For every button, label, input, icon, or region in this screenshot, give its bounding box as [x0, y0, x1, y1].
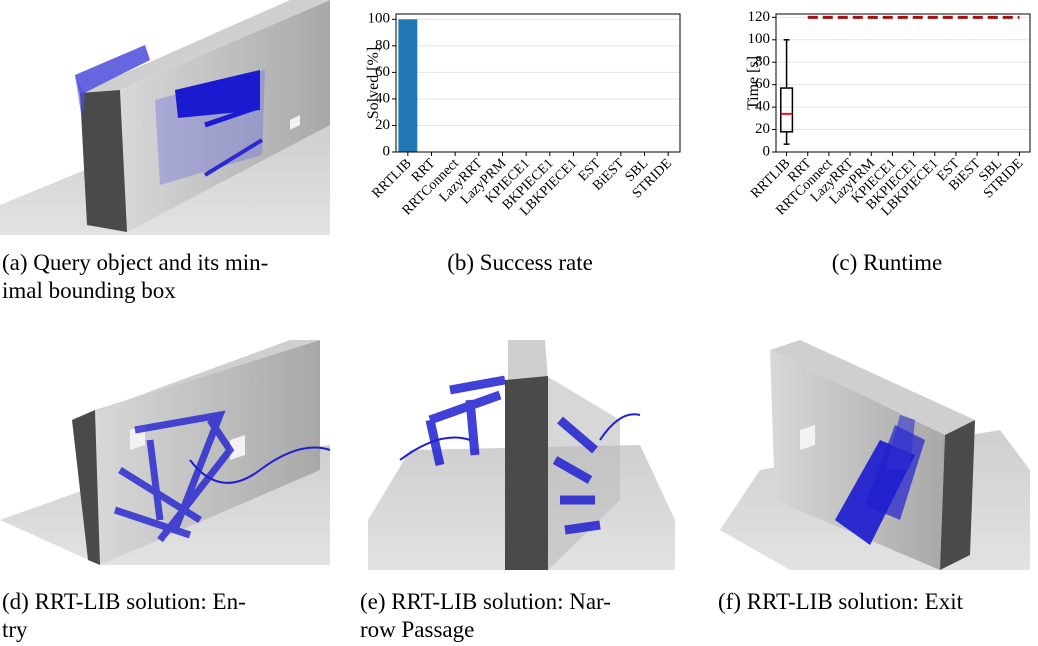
caption: imal bounding box [2, 278, 176, 303]
caption: row Passage [360, 617, 474, 642]
caption: (e) RRT-LIB solution: Nar- [360, 589, 611, 614]
render-f [720, 340, 1030, 570]
y-tick-label: 80 [755, 54, 770, 70]
y-tick-label: 40 [375, 90, 390, 106]
y-axis-label: Time [s] [745, 56, 762, 110]
plot-frame [775, 13, 1031, 153]
render-d [0, 340, 331, 565]
caption: (d) RRT-LIB solution: En- [2, 589, 246, 614]
y-tick-label: 60 [375, 64, 390, 80]
y-tick-label: 100 [368, 11, 391, 27]
y-tick-label: 40 [755, 99, 770, 115]
caption: (a) Query object and its min- [2, 250, 268, 275]
y-tick-label: 0 [383, 143, 391, 159]
caption: (f) RRT-LIB solution: Exit [718, 589, 964, 614]
y-tick-label: 20 [375, 117, 390, 133]
y-tick-label: 60 [755, 76, 770, 92]
caption: (b) Success rate [447, 250, 593, 275]
x-tick-label: RRTLIB [369, 156, 414, 201]
render-e [368, 340, 675, 570]
captions: (a) Query object and its min- imal bound… [2, 250, 964, 642]
y-tick-label: 80 [375, 37, 390, 53]
y-tick-label: 0 [763, 143, 771, 159]
caption: (c) Runtime [832, 250, 943, 275]
y-tick-label: 120 [748, 9, 771, 25]
box [780, 87, 794, 133]
render-a [0, 0, 330, 235]
caption: try [2, 617, 28, 642]
y-axis-label: Solved [%] [365, 47, 382, 119]
plot-frame [395, 13, 681, 153]
bar [398, 19, 418, 152]
y-tick-label: 20 [755, 121, 770, 137]
y-tick-label: 100 [748, 31, 771, 47]
